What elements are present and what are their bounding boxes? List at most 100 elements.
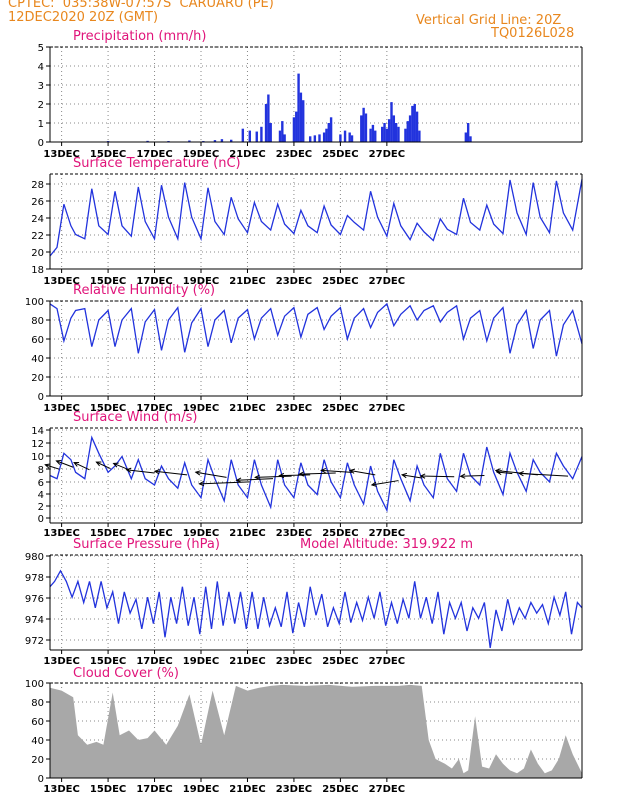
wind-arrow-6 <box>154 470 188 476</box>
precip-bar-31 <box>343 130 347 142</box>
temp-ytick-label-5: 28 <box>31 180 44 191</box>
precip-title: Precipitation (mm/h) <box>73 29 206 44</box>
wind-arrowhead-6 <box>153 469 160 475</box>
precip-ytick-label-1: 1 <box>38 119 44 130</box>
temp-series-line <box>49 179 583 257</box>
precip-bar-23 <box>308 136 312 142</box>
cloud-xtick-label-5: 23DEC <box>276 784 312 795</box>
wind-ytick-label-4: 8 <box>38 465 44 476</box>
rh-xtick-label-2: 17DEC <box>136 403 172 414</box>
wind-arrowhead-18 <box>459 473 466 479</box>
wind-arrow-3 <box>96 461 111 469</box>
wind-arrow-5 <box>126 469 155 474</box>
pressure-xtick-label-6: 25DEC <box>322 656 358 667</box>
precip-bar-35 <box>362 107 365 142</box>
wind-arrow-1 <box>56 460 74 468</box>
precip-bar-18 <box>292 117 296 142</box>
cloud-xtick-label-7: 27DEC <box>369 784 405 795</box>
precip-bar-32 <box>348 132 351 142</box>
precip-bar-1 <box>146 140 149 142</box>
pressure-ytick-label-3: 978 <box>25 573 44 584</box>
cloud-ytick-label-3: 60 <box>31 717 44 728</box>
pressure-xtick-label-7: 27DEC <box>369 656 405 667</box>
precip-bar-40 <box>381 126 384 142</box>
wind-arrowhead-14 <box>348 468 355 474</box>
wind-arrowhead-10 <box>254 474 260 480</box>
wind-arrow-4 <box>113 462 130 471</box>
precip-bar-15 <box>278 130 282 142</box>
pressure-title: Surface Pressure (hPa) <box>73 537 220 552</box>
wind-arrowhead-7 <box>194 470 201 476</box>
temp-xtick-label-3: 19DEC <box>183 276 219 287</box>
precip-bar-48 <box>404 128 407 142</box>
precip-bar-17 <box>283 134 286 142</box>
cloud-xtick-label-4: 21DEC <box>229 784 265 795</box>
temp-ytick-label-0: 18 <box>31 265 44 276</box>
wind-arrowhead-9 <box>235 477 242 483</box>
precip-bar-33 <box>350 135 354 142</box>
precip-bar-14 <box>269 123 272 142</box>
precip-bar-26 <box>322 132 326 142</box>
wind-arrow-9 <box>236 478 274 481</box>
precip-xtick-label-3: 19DEC <box>183 149 219 160</box>
pressure-ytick-label-1: 974 <box>25 615 44 626</box>
wind-arrowhead-13 <box>320 467 327 474</box>
precip-bar-36 <box>364 113 368 142</box>
pressure-xtick-label-4: 21DEC <box>229 656 265 667</box>
wind-arrow-8 <box>199 481 250 485</box>
cloud-xtick-label-3: 19DEC <box>183 784 219 795</box>
precip-bar-30 <box>339 134 342 142</box>
wind-arrow-0 <box>45 464 60 470</box>
precip-ytick-label-5: 5 <box>38 43 44 54</box>
wind-ytick-label-0: 0 <box>38 514 44 525</box>
rh-xtick-label-7: 27DEC <box>369 403 405 414</box>
wind-arrow-18 <box>460 475 485 477</box>
precip-bar-19 <box>295 111 298 142</box>
precip-bar-50 <box>408 115 412 142</box>
temp-ytick-label-2: 22 <box>31 231 44 242</box>
wind-ytick-label-1: 2 <box>38 502 44 513</box>
wind-arrowhead-5 <box>125 467 132 473</box>
pressure-xtick-label-2: 17DEC <box>136 656 172 667</box>
precip-xtick-label-5: 23DEC <box>276 149 312 160</box>
wind-ytick-label-5: 10 <box>31 452 44 463</box>
wind-series-line <box>49 435 583 513</box>
wind-ytick-label-7: 14 <box>31 426 44 437</box>
pressure-ytick-label-4: 980 <box>25 552 44 563</box>
wind-xtick-label-4: 21DEC <box>229 528 265 539</box>
precip-bar-42 <box>385 128 389 142</box>
temp-ytick-label-1: 20 <box>31 248 44 259</box>
precip-bar-25 <box>318 134 321 142</box>
rh-ytick-label-0: 0 <box>38 392 44 403</box>
wind-arrowhead-20 <box>494 468 501 474</box>
wind-xtick-label-2: 17DEC <box>136 528 172 539</box>
precip-bar-27 <box>325 128 328 142</box>
precip-bar-38 <box>371 124 375 142</box>
wind-arrowhead-2 <box>73 462 80 467</box>
wind-xtick-label-5: 23DEC <box>276 528 312 539</box>
temp-xtick-label-5: 23DEC <box>276 276 312 287</box>
rh-xtick-label-1: 15DEC <box>90 403 126 414</box>
wind-arrowhead-0 <box>44 463 51 469</box>
cloud-xtick-label-2: 17DEC <box>136 784 172 795</box>
grid-line-note: Vertical Grid Line: 20Z <box>416 13 562 28</box>
wind-arrowhead-1 <box>55 459 62 465</box>
precip-bar-45 <box>392 115 396 142</box>
cloud-xtick-label-1: 15DEC <box>90 784 126 795</box>
precip-bar-47 <box>397 126 400 142</box>
wind-arrowhead-15 <box>370 481 377 487</box>
cloud-xtick-label-0: 13DEC <box>43 784 79 795</box>
precip-bar-11 <box>260 126 263 142</box>
precip-bar-22 <box>302 100 305 142</box>
rh-series-line <box>49 302 583 357</box>
precip-bar-7 <box>230 139 233 142</box>
precip-bar-52 <box>413 104 416 142</box>
precip-bar-46 <box>394 123 398 142</box>
precip-bar-12 <box>264 104 268 142</box>
cloud-ytick-label-0: 0 <box>38 774 44 785</box>
wind-xtick-label-0: 13DEC <box>43 528 79 539</box>
wind-xtick-label-1: 15DEC <box>90 528 126 539</box>
rh-ytick-label-3: 60 <box>31 335 44 346</box>
precip-xtick-label-0: 13DEC <box>43 149 79 160</box>
